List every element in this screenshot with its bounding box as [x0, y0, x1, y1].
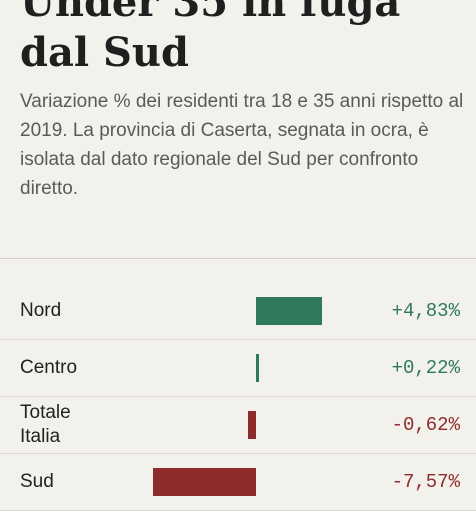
category-label: Centro: [20, 357, 78, 378]
chart-subtitle: Variazione % dei residenti tra 18 e 35 a…: [20, 91, 464, 199]
bar: [256, 354, 259, 382]
bar: [247, 411, 256, 439]
chart-title: Under 35 in fuga dal Sud: [20, 0, 401, 76]
category-label: Nord: [20, 300, 62, 321]
bar: [256, 297, 322, 325]
value-label: -0,62%: [391, 414, 460, 436]
bar-list: Nord +4,83% Centro +0,22% Totale Italia -0,62…: [0, 258, 476, 511]
category-label: Totale Italia: [20, 402, 71, 447]
value-label: +0,22%: [391, 357, 460, 379]
bar-row: Centro +0,22%: [0, 340, 476, 397]
bar-row: Totale Italia -0,62%: [0, 397, 476, 454]
value-label: -7,57%: [391, 471, 460, 493]
category-label: Sud: [20, 471, 54, 492]
bar-row: Nord +4,83%: [0, 283, 476, 340]
bar: [153, 468, 256, 496]
bar-row: Sud -7,57%: [0, 454, 476, 511]
value-label: +4,83%: [391, 300, 460, 322]
